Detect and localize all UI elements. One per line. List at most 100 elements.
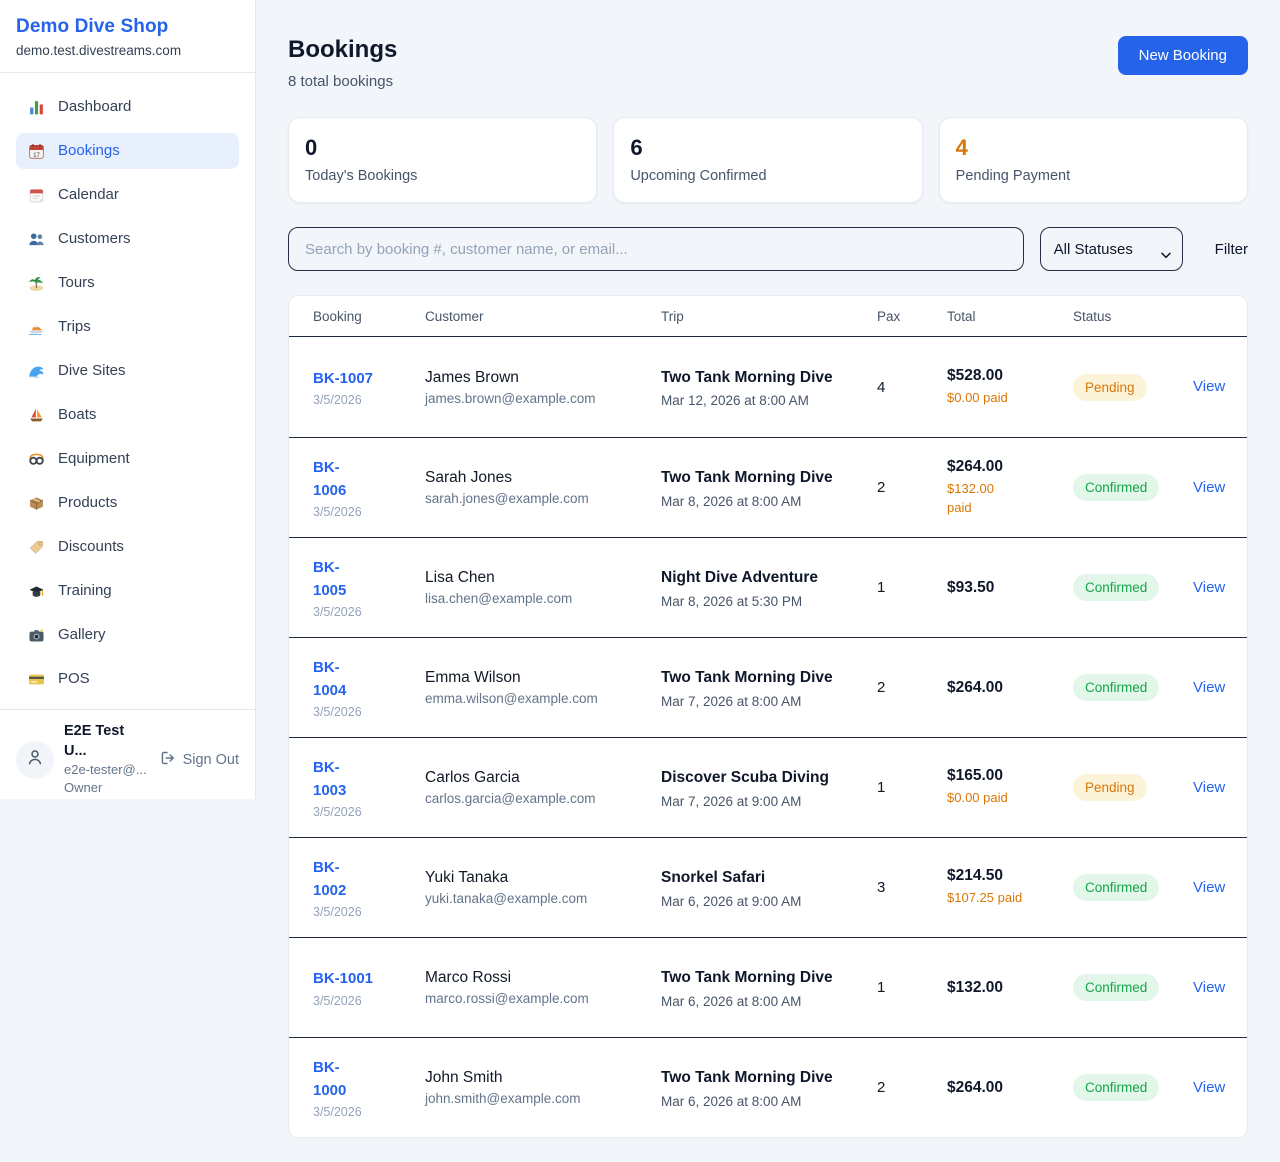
booking-number-link[interactable]: BK-1001 [313,970,374,988]
sign-out-button[interactable]: Sign Out [160,750,239,770]
customer-cell: Emma Wilson emma.wilson@example.com [425,669,661,706]
booking-number-link[interactable]: BK-1000 [313,1058,347,1099]
sidebar-item-tours[interactable]: Tours [16,265,239,301]
sidebar-item-customers[interactable]: Customers [16,221,239,257]
customer-cell: Yuki Tanaka yuki.tanaka@example.com [425,869,661,906]
trip-name: Discover Scuba Diving [661,769,829,787]
status-select[interactable]: All Statuses [1039,227,1183,271]
booking-number-link[interactable]: BK-1004 [313,658,347,699]
customer-cell: Marco Rossi marco.rossi@example.com [425,969,661,1006]
sidebar-item-label: Discounts [58,538,124,555]
svg-text:17: 17 [33,151,40,158]
customer-name: Yuki Tanaka [425,869,509,886]
pax-cell: 4 [877,378,886,396]
sidebar-item-dashboard[interactable]: Dashboard [16,89,239,125]
view-cell: View [1193,979,1225,997]
total-cell: $264.00 [947,1079,1073,1097]
new-booking-button[interactable]: New Booking [1117,36,1248,75]
sidebar-item-pos[interactable]: POS [16,661,239,697]
view-link[interactable]: View [1193,378,1226,395]
total-cell: $214.50 $107.25 paid [947,867,1073,907]
pax-cell: 2 [877,479,886,496]
view-link[interactable]: View [1193,578,1226,596]
bookings-table: Booking Customer Trip Pax Total Status BK-100… [288,295,1248,1138]
view-link[interactable]: View [1193,1078,1226,1096]
status-badge: Confirmed [1073,1074,1160,1101]
booking-number-link[interactable]: BK-1003 [313,758,347,799]
table-row: BK-1003 3/5/2026 Carlos Garcia carlos.ga… [289,737,1247,837]
dive-sites-icon [28,363,45,380]
status-cell: Confirmed [1073,874,1193,901]
customer-name: Emma Wilson [425,669,521,686]
booking-cell: BK-1002 3/5/2026 [313,856,425,920]
view-cell: View [1193,679,1225,697]
bookings-icon: 17 [28,143,45,160]
user-icon [25,747,45,772]
paid-amount: $0.00 paid [947,790,1008,806]
status-badge: Confirmed [1073,574,1160,601]
paid-amount: $0.00 paid [947,389,1008,405]
pax-cell: 1 [877,579,886,596]
sidebar-item-gallery[interactable]: Gallery [16,617,239,653]
sidebar-item-training[interactable]: Training [16,573,239,609]
brand-name[interactable]: Demo Dive Shop [16,16,169,37]
trip-name: Snorkel Safari [661,869,766,887]
total-cell: $165.00 $0.00 paid [947,767,1073,807]
view-link[interactable]: View [1193,978,1226,996]
trip-datetime: Mar 8, 2026 at 5:30 PM [661,593,803,609]
view-link[interactable]: View [1193,678,1226,696]
status-cell: Confirmed [1073,974,1193,1001]
sidebar-item-products[interactable]: Products [16,485,239,521]
customer-email: james.brown@example.com [425,390,596,406]
trip-cell: Two Tank Morning Dive Mar 12, 2026 at 8:… [661,366,877,408]
table-row: BK-1001 3/5/2026 Marco Rossi marco.rossi… [289,937,1247,1037]
stat-value: 0 [305,135,318,160]
trip-name: Two Tank Morning Dive [661,969,833,987]
booking-date: 3/5/2026 [313,393,362,408]
table-row: BK-1000 3/5/2026 John Smith john.smith@e… [289,1037,1247,1137]
pax-cell: 3 [877,879,886,896]
sidebar-item-dive-sites[interactable]: Dive Sites [16,353,239,389]
view-link[interactable]: View [1193,778,1226,796]
sidebar-item-label: Bookings [58,142,120,159]
sidebar-item-equipment[interactable]: Equipment [16,441,239,477]
sidebar-item-bookings[interactable]: 17 Bookings [16,133,239,169]
trip-name: Two Tank Morning Dive [661,1069,833,1087]
view-cell: View [1193,579,1225,597]
calendar-icon [28,187,45,204]
trip-datetime: Mar 6, 2026 at 9:00 AM [661,893,802,909]
booking-date: 3/5/2026 [313,805,362,820]
column-header-total: Total [947,308,976,324]
sidebar-item-discounts[interactable]: Discounts [16,529,239,565]
booking-date: 3/5/2026 [313,605,362,620]
customer-cell: John Smith john.smith@example.com [425,1069,661,1106]
customer-cell: Carlos Garcia carlos.garcia@example.com [425,769,661,806]
sidebar-item-label: Training [58,582,112,599]
user-email: e2e-tester@... [64,762,147,778]
products-icon [28,495,45,512]
trip-datetime: Mar 12, 2026 at 8:00 AM [661,393,809,409]
status-select-wrap: All Statuses [1039,227,1183,271]
view-link[interactable]: View [1193,478,1226,496]
trip-cell: Discover Scuba Diving Mar 7, 2026 at 9:0… [661,766,877,808]
sidebar-item-boats[interactable]: Boats [16,397,239,433]
booking-number-link[interactable]: BK-1007 [313,369,374,387]
booking-number-link[interactable]: BK-1005 [313,558,347,599]
total-amount: $264.00 [947,678,1004,696]
sidebar-item-trips[interactable]: Trips [16,309,239,345]
booking-date: 3/5/2026 [313,993,362,1008]
sidebar-item-label: Dive Sites [58,362,126,379]
trip-cell: Two Tank Morning Dive Mar 7, 2026 at 8:0… [661,666,877,708]
sidebar-item-calendar[interactable]: Calendar [16,177,239,213]
stat-card: 4 Pending Payment [938,117,1248,203]
trip-name: Two Tank Morning Dive [661,469,833,487]
filter-button[interactable]: Filter [1214,240,1248,258]
user-role: Owner [64,780,103,796]
customer-cell: James Brown james.brown@example.com [425,369,661,406]
status-badge: Confirmed [1073,974,1160,1001]
view-link[interactable]: View [1193,878,1226,896]
booking-number-link[interactable]: BK-1006 [313,458,347,499]
search-input[interactable] [288,227,1024,271]
booking-number-link[interactable]: BK-1002 [313,858,347,899]
booking-date: 3/5/2026 [313,505,362,520]
